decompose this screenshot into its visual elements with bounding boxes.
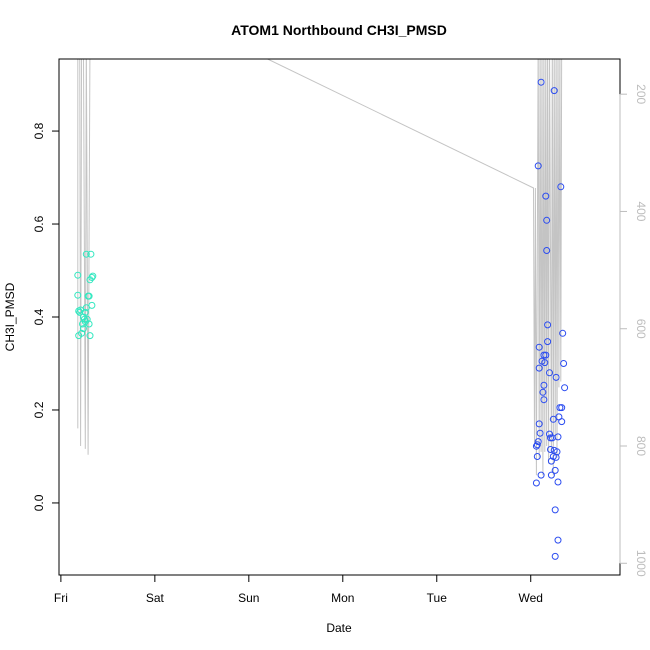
x-tick-label: Sun bbox=[238, 591, 259, 605]
data-point bbox=[549, 415, 557, 423]
data-point bbox=[534, 438, 542, 446]
data-point bbox=[533, 453, 541, 460]
data-point bbox=[537, 78, 545, 86]
data-point bbox=[535, 420, 543, 428]
y2-tick-label: 800 bbox=[634, 436, 648, 456]
data-point bbox=[79, 325, 87, 333]
data-point bbox=[81, 318, 89, 326]
data-point bbox=[554, 433, 562, 441]
secondary-y-axis: 200 400 600 800 1000 bbox=[619, 84, 648, 577]
data-point bbox=[74, 291, 82, 299]
data-point bbox=[86, 332, 94, 340]
x-tick-label: Tue bbox=[427, 591, 448, 605]
data-point bbox=[74, 271, 82, 279]
data-point bbox=[543, 216, 551, 224]
data-point bbox=[561, 384, 569, 392]
data-point bbox=[544, 338, 552, 346]
data-point bbox=[81, 308, 89, 316]
data-point bbox=[85, 292, 93, 300]
data-point bbox=[85, 320, 93, 328]
data-point bbox=[539, 388, 547, 396]
x-tick-label: Wed bbox=[518, 591, 542, 605]
data-point bbox=[536, 429, 544, 437]
data-point bbox=[558, 404, 566, 412]
data-point bbox=[560, 360, 568, 367]
data-point bbox=[551, 466, 559, 474]
data-point bbox=[542, 351, 550, 359]
y-axis: 0.0 0.2 0.4 0.6 0.8 bbox=[32, 122, 60, 511]
data-point bbox=[552, 453, 560, 461]
data-point bbox=[535, 364, 543, 372]
y2-tick-label: 200 bbox=[634, 84, 648, 104]
y-tick-label: 0.2 bbox=[32, 401, 46, 418]
y-axis-title: CH3I_PMSD bbox=[3, 282, 17, 351]
data-point bbox=[534, 162, 542, 170]
data-point bbox=[543, 247, 551, 254]
data-point bbox=[557, 183, 565, 191]
y-tick-label: 0.8 bbox=[32, 122, 46, 139]
data-point bbox=[540, 381, 548, 389]
data-point bbox=[542, 192, 550, 200]
y2-tick-label: 1000 bbox=[634, 550, 648, 577]
data-point bbox=[552, 373, 560, 381]
data-point bbox=[544, 321, 552, 329]
data-point bbox=[547, 446, 554, 453]
y-tick-label: 0.4 bbox=[32, 308, 46, 325]
data-point bbox=[551, 506, 559, 514]
data-point bbox=[547, 457, 555, 465]
x-axis: Fri Sat Sun Mon Tue Wed bbox=[54, 574, 543, 605]
y2-tick-label: 400 bbox=[634, 201, 648, 221]
data-point bbox=[532, 479, 540, 487]
data-point bbox=[554, 478, 562, 486]
x-tick-label: Fri bbox=[54, 591, 68, 605]
y2-tick-label: 600 bbox=[634, 319, 648, 339]
x-tick-label: Sat bbox=[146, 591, 165, 605]
data-points bbox=[74, 78, 569, 560]
data-point bbox=[540, 396, 548, 404]
chart-title: ATOM1 Northbound CH3I_PMSD bbox=[231, 22, 447, 38]
data-point bbox=[87, 250, 95, 258]
data-point bbox=[533, 441, 541, 449]
data-point bbox=[554, 536, 562, 544]
data-point bbox=[547, 471, 555, 479]
data-point bbox=[550, 87, 558, 95]
x-tick-label: Mon bbox=[331, 591, 354, 605]
data-point bbox=[540, 351, 548, 359]
data-point bbox=[89, 272, 97, 280]
data-point bbox=[83, 315, 91, 323]
series-1 bbox=[74, 250, 97, 340]
y-tick-label: 0.6 bbox=[32, 215, 46, 232]
y-tick-label: 0.0 bbox=[32, 494, 46, 511]
data-point bbox=[78, 329, 86, 337]
data-point bbox=[82, 250, 90, 258]
data-point bbox=[88, 274, 96, 281]
data-point bbox=[535, 343, 543, 351]
data-point bbox=[558, 418, 566, 426]
data-point bbox=[541, 359, 549, 367]
data-point bbox=[559, 329, 567, 337]
data-point bbox=[88, 301, 96, 309]
series-2 bbox=[532, 78, 569, 560]
data-point bbox=[537, 471, 545, 479]
data-point bbox=[551, 552, 559, 560]
secondary-trace bbox=[77, 59, 563, 476]
data-point bbox=[532, 442, 540, 450]
data-point bbox=[546, 369, 553, 377]
x-axis-title: Date bbox=[326, 621, 352, 635]
secondary-trace-line bbox=[77, 59, 563, 476]
